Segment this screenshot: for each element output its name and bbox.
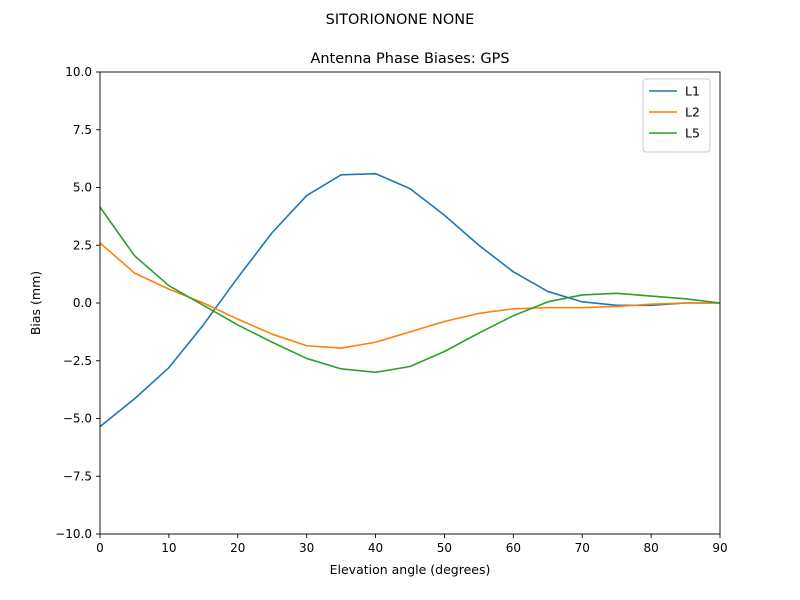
x-tick-label: 90: [712, 541, 727, 555]
chart-suptitle: SITORIONONE NONE: [326, 12, 475, 28]
series-line-l5: [99, 206, 721, 374]
axes-layer: 0 10 20 30 40 50 60 70 80 90 −10.0 −7.5 −5.0 −2.5 0.0 2…: [55, 65, 727, 555]
y-tick-label: 5.0: [73, 181, 92, 195]
y-tick-label: 0.0: [73, 296, 92, 310]
series-layer: [99, 172, 721, 428]
x-tick-label: 20: [230, 541, 245, 555]
x-tick-label: 30: [299, 541, 314, 555]
x-tick-label: 40: [368, 541, 383, 555]
legend-box: [642, 78, 711, 153]
chart-title: Antenna Phase Biases: GPS: [310, 51, 509, 67]
series-line-l2: [99, 242, 720, 349]
y-axis-label: Bias (mm): [28, 271, 43, 335]
y-tick-label: 7.5: [73, 123, 92, 137]
legend-label-l1: L1: [685, 84, 700, 99]
x-axis-label: Elevation angle (degrees): [330, 562, 491, 577]
y-tick-label: −7.5: [63, 469, 92, 483]
plot-frame: [99, 71, 721, 535]
x-tick-label: 70: [575, 541, 590, 555]
series-line-l1: [99, 172, 720, 428]
legend-label-l5: L5: [685, 126, 700, 141]
y-tick-label: −5.0: [63, 412, 92, 426]
x-tick-label: 50: [437, 541, 452, 555]
x-tick-label: 0: [96, 541, 104, 555]
legend-label-l2: L2: [685, 105, 700, 120]
y-tick-label: −10.0: [55, 527, 92, 541]
legend: L1 L2 L5: [642, 78, 711, 153]
y-tick-label: −2.5: [63, 354, 92, 368]
y-tick-label: 2.5: [73, 238, 92, 252]
x-tick-label: 60: [506, 541, 521, 555]
x-tick-label: 80: [643, 541, 658, 555]
x-tick-label: 10: [161, 541, 176, 555]
y-tick-label: 10.0: [65, 65, 92, 79]
